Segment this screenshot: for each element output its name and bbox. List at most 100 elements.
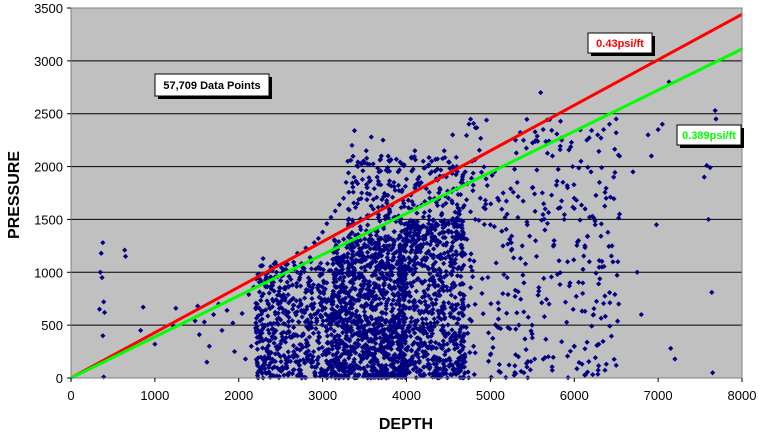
data-point-2770 <box>481 221 487 228</box>
data-point-62 <box>374 174 380 180</box>
data-point-1971 <box>450 367 456 373</box>
data-point-453 <box>395 298 401 304</box>
data-point-1461 <box>432 259 439 265</box>
data-point-102 <box>551 237 557 244</box>
data-point-2576 <box>541 314 547 320</box>
data-point-1369 <box>410 271 416 277</box>
data-point-1843 <box>419 244 425 250</box>
data-point-2689 <box>488 301 494 307</box>
data-point-2425 <box>285 319 292 325</box>
data-point-2945 <box>387 208 393 214</box>
data-point-2533 <box>470 170 476 176</box>
data-point-1597 <box>396 318 403 324</box>
data-point-2562 <box>525 358 531 365</box>
data-point-156 <box>471 343 477 349</box>
data-point-2184 <box>295 319 302 325</box>
data-point-1446 <box>440 366 446 372</box>
data-point-2326 <box>282 297 288 303</box>
data-point-2931 <box>375 178 382 184</box>
data-point-2621 <box>599 165 605 171</box>
data-point-2925 <box>345 170 352 176</box>
data-point-1947 <box>455 362 461 369</box>
data-point-2979 <box>385 192 391 198</box>
data-point-1126 <box>383 317 390 324</box>
data-point-751 <box>390 335 396 341</box>
data-point-2264 <box>307 352 313 358</box>
data-point-1952 <box>450 265 457 271</box>
data-point-2950 <box>348 157 354 163</box>
data-point-994 <box>401 248 407 254</box>
data-point-2635 <box>593 192 599 198</box>
data-point-879 <box>354 251 360 257</box>
data-point-3009 <box>410 166 416 172</box>
data-point-1253 <box>363 332 369 338</box>
data-point-885 <box>396 355 402 361</box>
data-point-1246 <box>373 293 379 299</box>
data-point-1268 <box>383 332 389 338</box>
x-tick-label-2: 2000 <box>224 388 253 403</box>
data-point-52 <box>336 202 342 208</box>
data-point-2928 <box>350 153 356 159</box>
data-point-978 <box>350 344 356 350</box>
data-point-1972 <box>446 355 452 362</box>
data-point-2955 <box>460 229 466 236</box>
y-tick-label-6: 3000 <box>34 54 63 69</box>
data-point-153 <box>529 335 535 341</box>
data-point-3001 <box>415 180 421 186</box>
data-point-3003 <box>357 224 363 230</box>
data-point-851 <box>379 317 385 323</box>
data-point-2735 <box>554 178 560 184</box>
data-point-1703 <box>397 244 403 250</box>
data-point-2508 <box>610 259 616 265</box>
data-point-1247 <box>339 351 345 358</box>
x-tick-label-6: 6000 <box>560 388 589 403</box>
data-point-1046 <box>383 246 389 252</box>
data-point-1185 <box>347 299 353 305</box>
data-point-98 <box>538 89 544 96</box>
data-point-2714 <box>525 314 531 320</box>
data-point-1184 <box>342 365 348 371</box>
data-point-878 <box>366 320 372 326</box>
data-point-3056 <box>364 197 370 203</box>
x-tick-label-1: 1000 <box>140 388 169 403</box>
data-point-2151 <box>321 280 327 286</box>
data-point-663 <box>359 250 365 256</box>
data-point-1969 <box>442 305 448 311</box>
data-point-3062 <box>377 156 384 162</box>
data-point-2836 <box>350 220 357 226</box>
data-point-2711 <box>584 339 590 345</box>
data-point-2331 <box>266 355 272 361</box>
data-point-2595 <box>524 219 530 225</box>
data-point-1255 <box>393 326 399 332</box>
data-point-2710 <box>579 308 585 314</box>
data-point-2140 <box>317 373 323 380</box>
data-point-2447 <box>284 279 290 285</box>
data-point-1178 <box>385 338 391 344</box>
data-point-1546 <box>431 344 437 351</box>
data-point-2821 <box>455 191 461 198</box>
data-point-144 <box>704 162 710 169</box>
data-point-1244 <box>345 308 351 315</box>
data-point-3043 <box>397 219 403 225</box>
data-point-1601 <box>458 338 464 345</box>
data-point-1682 <box>415 275 421 282</box>
data-point-2754 <box>557 118 564 124</box>
data-point-1029 <box>357 331 363 337</box>
data-point-1197 <box>364 335 370 341</box>
data-point-2623 <box>527 233 533 239</box>
data-point-1962 <box>430 252 436 258</box>
data-point-1166 <box>359 286 366 292</box>
data-point-3076 <box>375 165 381 171</box>
data-point-1063 <box>349 280 356 286</box>
data-point-984 <box>377 288 383 294</box>
data-point-882 <box>388 277 394 283</box>
data-point-95 <box>524 222 530 228</box>
data-point-2398 <box>309 296 315 302</box>
data-point-1345 <box>416 346 422 353</box>
data-point-3071 <box>370 196 376 203</box>
data-point-2517 <box>573 197 580 203</box>
data-point-1248 <box>344 343 350 350</box>
data-point-113 <box>582 206 588 212</box>
data-point-2521 <box>496 361 502 368</box>
data-point-2762 <box>584 369 591 375</box>
